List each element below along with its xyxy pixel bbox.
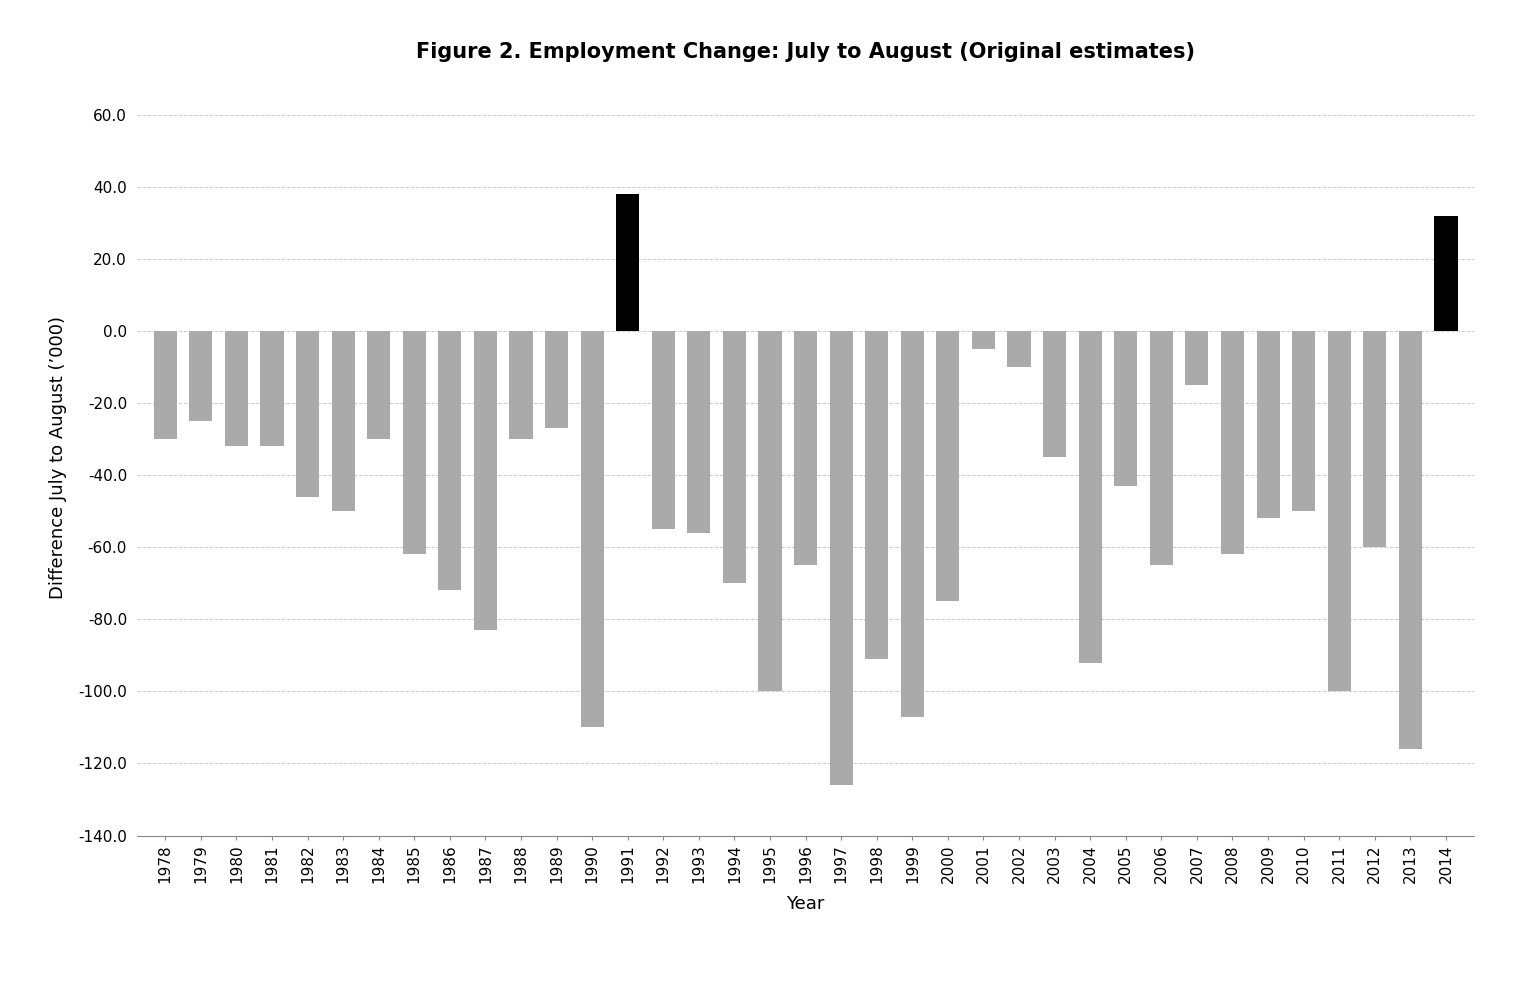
- Bar: [190, 331, 213, 421]
- Bar: [1186, 331, 1208, 385]
- Bar: [1221, 331, 1243, 554]
- Bar: [652, 331, 675, 529]
- Bar: [368, 331, 391, 439]
- Bar: [1257, 331, 1280, 518]
- Bar: [830, 331, 853, 785]
- Bar: [793, 331, 818, 565]
- Y-axis label: Difference July to August (’000): Difference July to August (’000): [49, 316, 67, 599]
- Bar: [936, 331, 959, 602]
- Bar: [403, 331, 426, 554]
- Bar: [865, 331, 888, 659]
- Bar: [1008, 331, 1031, 367]
- Bar: [296, 331, 319, 496]
- Bar: [971, 331, 996, 349]
- Bar: [581, 331, 603, 727]
- Bar: [1398, 331, 1421, 749]
- Bar: [1149, 331, 1173, 565]
- Bar: [758, 331, 781, 691]
- Bar: [1435, 215, 1458, 331]
- Bar: [1043, 331, 1066, 457]
- Bar: [331, 331, 354, 511]
- Bar: [546, 331, 568, 429]
- Bar: [260, 331, 284, 446]
- Bar: [687, 331, 710, 533]
- Bar: [901, 331, 924, 717]
- Bar: [474, 331, 497, 630]
- X-axis label: Year: Year: [786, 895, 825, 912]
- Bar: [724, 331, 746, 583]
- Bar: [1327, 331, 1351, 691]
- Bar: [1114, 331, 1137, 486]
- Title: Figure 2. Employment Change: July to August (Original estimates): Figure 2. Employment Change: July to Aug…: [416, 42, 1195, 62]
- Bar: [1079, 331, 1102, 663]
- Bar: [1292, 331, 1315, 511]
- Bar: [1363, 331, 1386, 548]
- Bar: [509, 331, 532, 439]
- Bar: [438, 331, 462, 591]
- Bar: [225, 331, 248, 446]
- Bar: [616, 194, 640, 331]
- Bar: [154, 331, 176, 439]
